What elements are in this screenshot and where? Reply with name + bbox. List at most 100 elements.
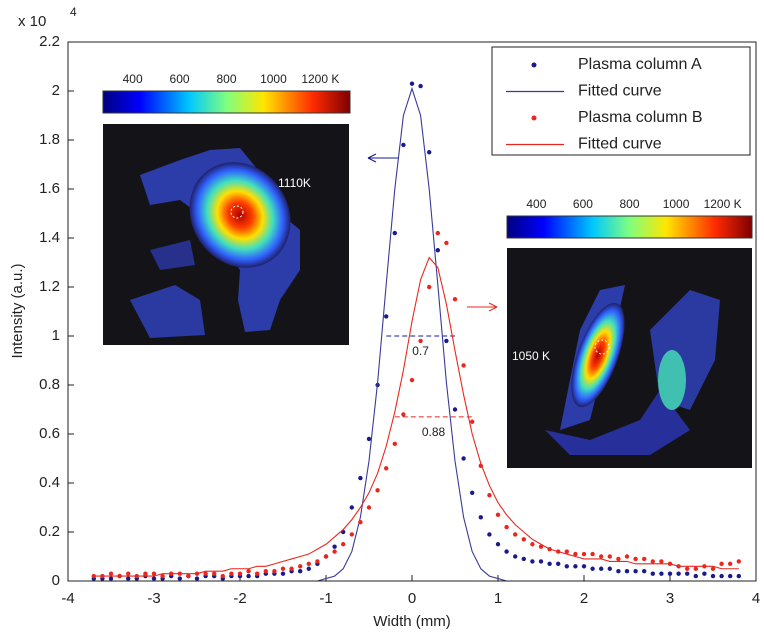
hot-spot	[230, 205, 244, 219]
data-point	[212, 571, 217, 576]
colorbar-tick-label: 1200 K	[301, 72, 339, 86]
data-point	[237, 571, 243, 576]
data-point	[710, 566, 716, 571]
data-point	[573, 564, 578, 569]
data-point	[384, 466, 389, 471]
legend-marker	[531, 115, 537, 121]
data-point	[685, 571, 690, 576]
data-point	[280, 571, 286, 576]
data-point	[676, 571, 681, 576]
data-point	[332, 549, 337, 554]
data-point	[599, 554, 604, 559]
colorbar-tick-label: 1000	[663, 197, 690, 211]
heat-blob	[545, 390, 690, 455]
data-point	[409, 377, 415, 383]
data-point	[616, 569, 621, 574]
colorbar-tick-label: 1200 K	[704, 197, 742, 211]
data-point	[349, 505, 354, 510]
legend-marker	[531, 62, 537, 68]
annotation: 0.88	[422, 425, 446, 439]
data-point	[151, 571, 157, 576]
axes-box	[67, 41, 757, 582]
data-point	[633, 556, 638, 562]
data-point	[547, 561, 552, 567]
data-point	[392, 441, 397, 446]
data-point	[728, 561, 733, 567]
data-point	[418, 83, 423, 89]
inset-label: 1110K	[278, 176, 311, 190]
data-point	[435, 248, 440, 253]
legend-label: Plasma column B	[578, 109, 703, 126]
data-point	[650, 559, 655, 564]
data-point	[616, 556, 621, 562]
data-point	[151, 576, 157, 581]
y-tick-label: 0	[52, 572, 60, 589]
data-point	[538, 559, 544, 564]
y-tick-label: 1.6	[39, 180, 60, 197]
data-point	[263, 569, 268, 574]
data-point	[659, 559, 664, 564]
data-point	[358, 475, 363, 481]
legend-label: Plasma column A	[578, 56, 702, 73]
y-tick-label: 1.4	[39, 229, 60, 246]
y-tick-label: 1.8	[39, 131, 60, 148]
data-point	[470, 419, 475, 424]
data-point	[366, 436, 372, 442]
data-point	[280, 566, 286, 571]
legend-label: Fitted curve	[578, 136, 662, 153]
data-point	[530, 542, 535, 547]
data-point	[409, 81, 415, 86]
y-axis-label: Intensity (a.u.)	[9, 263, 26, 358]
data-point	[220, 573, 225, 579]
y-tick-label: 0.6	[39, 425, 60, 442]
data-point	[521, 537, 526, 542]
annotation: 0.7	[412, 344, 429, 358]
x-tick-label: -4	[61, 590, 74, 607]
data-point	[298, 564, 303, 569]
data-point	[624, 569, 630, 574]
data-point	[108, 576, 114, 581]
data-point	[564, 564, 569, 569]
data-point	[504, 524, 509, 530]
data-point	[126, 571, 131, 576]
data-point	[427, 150, 432, 155]
data-point	[513, 532, 518, 537]
y-tick-label: 0.2	[39, 523, 60, 540]
data-point	[470, 490, 475, 495]
data-point	[461, 456, 466, 461]
heat-blob	[130, 285, 205, 338]
data-point	[693, 566, 698, 571]
heat-blob	[150, 240, 195, 270]
data-point	[306, 566, 311, 571]
data-point	[702, 571, 707, 576]
data-point	[461, 363, 466, 368]
heat-core	[189, 162, 291, 268]
data-point	[650, 571, 655, 576]
data-point	[272, 569, 277, 574]
data-point	[659, 571, 664, 576]
data-point	[538, 544, 544, 549]
data-point	[298, 569, 303, 574]
data-point	[323, 554, 329, 559]
data-point	[255, 571, 260, 576]
y-tick-label: 0.8	[39, 376, 60, 393]
x-tick-label: -2	[233, 590, 246, 607]
x-tick-label: -3	[147, 590, 160, 607]
data-point	[728, 573, 733, 579]
colorbar-tick-label: 800	[619, 197, 639, 211]
data-point	[315, 559, 320, 564]
data-point	[685, 566, 690, 571]
fitted-curve	[93, 256, 739, 577]
insets: 1110K 1050 K 400 600 800 1000 1200 K 400 600 80…	[102, 72, 753, 468]
data-point	[126, 576, 131, 581]
data-point	[435, 230, 440, 236]
x-tick-label: -1	[319, 590, 332, 607]
x-tick-label: 1	[494, 590, 502, 607]
colorbar-tick-label: 800	[216, 72, 236, 86]
y-multiplier-exponent: 4	[70, 5, 77, 19]
data-point	[487, 493, 492, 498]
y-tick-label: 2.2	[39, 33, 60, 50]
data-point	[504, 549, 509, 554]
data-point	[160, 573, 165, 579]
data-point	[384, 314, 389, 319]
